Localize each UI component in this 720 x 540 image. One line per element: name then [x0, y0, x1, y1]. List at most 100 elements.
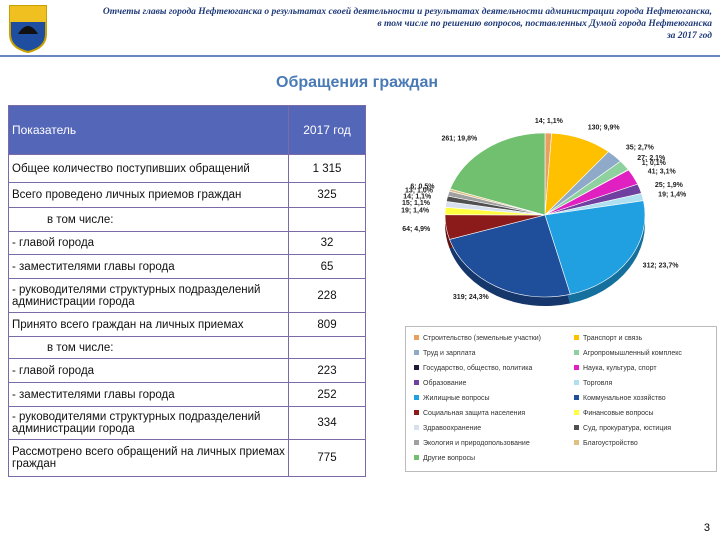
header: Отчеты главы города Нефтеюганска о резул… [72, 6, 712, 42]
table-row: - руководителями структурных подразделен… [8, 278, 366, 313]
row-label: Рассмотрено всего обращений на личных пр… [8, 439, 289, 477]
legend: Строительство (земельные участки) Транспо… [405, 326, 717, 472]
row-value [288, 207, 366, 232]
row-label: в том числе: [8, 336, 289, 359]
legend-swatch [414, 365, 419, 370]
data-label: 312; 23,7% [643, 263, 680, 270]
slice [449, 132, 546, 216]
data-label: 41; 3,1% [648, 168, 677, 175]
data-label: 6; 0,5% [410, 183, 435, 190]
slice [449, 214, 571, 298]
legend-swatch [574, 380, 579, 385]
slice [544, 200, 646, 295]
row-value: 325 [288, 182, 366, 208]
row-label: - руководителями структурных подразделен… [8, 278, 289, 313]
header-line: Отчеты главы города Нефтеюганска о резул… [102, 7, 712, 17]
legend-swatch [574, 425, 579, 430]
legend-swatch [414, 380, 419, 385]
header-line: за 2017 год [666, 31, 712, 41]
data-label: 261; 19,8% [441, 136, 478, 143]
legend-label: Финансовые вопросы [583, 410, 654, 417]
data-label: 1; 0,1% [642, 160, 667, 167]
data-label: 15; 1,1% [402, 200, 431, 207]
legend-label: Образование [423, 379, 466, 387]
table-row: в том числе: [8, 336, 366, 359]
header-rule [0, 55, 720, 57]
data-label: 64; 4,9% [402, 226, 431, 233]
row-value: 65 [288, 254, 366, 279]
page-number: 3 [703, 522, 710, 534]
legend-swatch [414, 350, 419, 355]
data-label: 27; 2,1% [637, 155, 666, 162]
table-row: в том числе: [8, 207, 366, 232]
data-label: 35; 2,7% [626, 145, 655, 152]
city-emblem [9, 5, 47, 54]
legend-label: Жилищные вопросы [423, 395, 490, 402]
row-value: 32 [288, 231, 366, 255]
legend-label: Строительство (земельные участки) [423, 335, 541, 342]
data-label: 14; 1,1% [403, 193, 432, 200]
row-label: Всего проведено личных приемов граждан [8, 182, 289, 208]
row-label: - заместителями главы города [8, 382, 289, 407]
legend-swatch [574, 440, 579, 445]
table-row: Общее количество поступивших обращений 1 … [8, 154, 366, 183]
legend-swatch [574, 365, 579, 370]
row-label: - главой города [8, 231, 289, 255]
table-row: - руководителями структурных подразделен… [8, 406, 366, 440]
legend-swatch [414, 425, 419, 430]
legend-label: Социальная защита населения [423, 410, 525, 417]
table: Показатель 2017 год Общее количество пос… [8, 105, 366, 477]
row-label: в том числе: [8, 207, 289, 232]
legend-label: Коммунальное хозяйство [583, 394, 666, 402]
legend-label: Торговля [583, 380, 612, 387]
data-label: 319; 24,3% [453, 294, 490, 301]
row-value: 228 [288, 278, 366, 313]
data-label: 19; 1,4% [401, 207, 430, 214]
legend-label: Суд, прокуратура, юстиция [583, 425, 671, 432]
table-row: Рассмотрено всего обращений на личных пр… [8, 439, 366, 477]
table-row: Принято всего граждан на личных приемах 8… [8, 312, 366, 337]
row-value: 809 [288, 312, 366, 337]
header-line: в том числе по решению вопросов, поставл… [377, 19, 712, 29]
legend-label: Наука, культура, спорт [583, 365, 657, 372]
legend-swatch [414, 410, 419, 415]
row-value: 223 [288, 358, 366, 383]
data-label: 25; 1,9% [655, 182, 684, 189]
row-value: 1 315 [288, 154, 366, 183]
table-row: - главой города 32 [8, 231, 366, 255]
row-value: 252 [288, 382, 366, 407]
legend-label: Транспорт и связь [583, 335, 643, 342]
pie-chart: 14; 1,1% 130; 9,9% 35; 2,7% 27; 2,1%1; 0,1%… [401, 118, 687, 306]
slide-title: Обращения граждан [276, 74, 439, 91]
legend-swatch [414, 335, 419, 340]
row-label: - главой города [8, 358, 289, 383]
row-label: - руководителями структурных подразделен… [8, 406, 289, 440]
table-row: - главой города 223 [8, 358, 366, 383]
legend-swatch [414, 455, 419, 460]
data-label: 14; 1,1% [535, 118, 564, 125]
row-label: Общее количество поступивших обращений [8, 154, 289, 183]
data-label: 13; 1,0% [405, 187, 434, 194]
table-row: Всего проведено личных приемов граждан 32… [8, 182, 366, 208]
table-header: Показатель 2017 год [8, 105, 366, 155]
data-label: 130; 9,9% [588, 125, 621, 132]
legend-label: Другие вопросы [423, 455, 475, 462]
legend-label: Экология и природопользование [423, 440, 530, 447]
column-header: 2017 год [288, 105, 366, 155]
legend-swatch [414, 440, 419, 445]
legend-label: Благоустройство [583, 439, 638, 447]
legend-swatch [574, 335, 579, 340]
table-row: - заместителями главы города 252 [8, 382, 366, 407]
legend-label: Труд и зарплата [423, 350, 476, 357]
legend-swatch [414, 395, 419, 400]
row-value: 775 [288, 439, 366, 477]
legend-swatch [574, 410, 579, 415]
legend-label: Государство, общество, политика [423, 364, 532, 372]
legend-label: Здравоохранение [423, 425, 481, 432]
table-row: - заместителями главы города 65 [8, 254, 366, 279]
row-value: 334 [288, 406, 366, 440]
data-label: 19; 1,4% [658, 191, 687, 198]
row-value [288, 336, 366, 359]
legend-swatch [574, 395, 579, 400]
